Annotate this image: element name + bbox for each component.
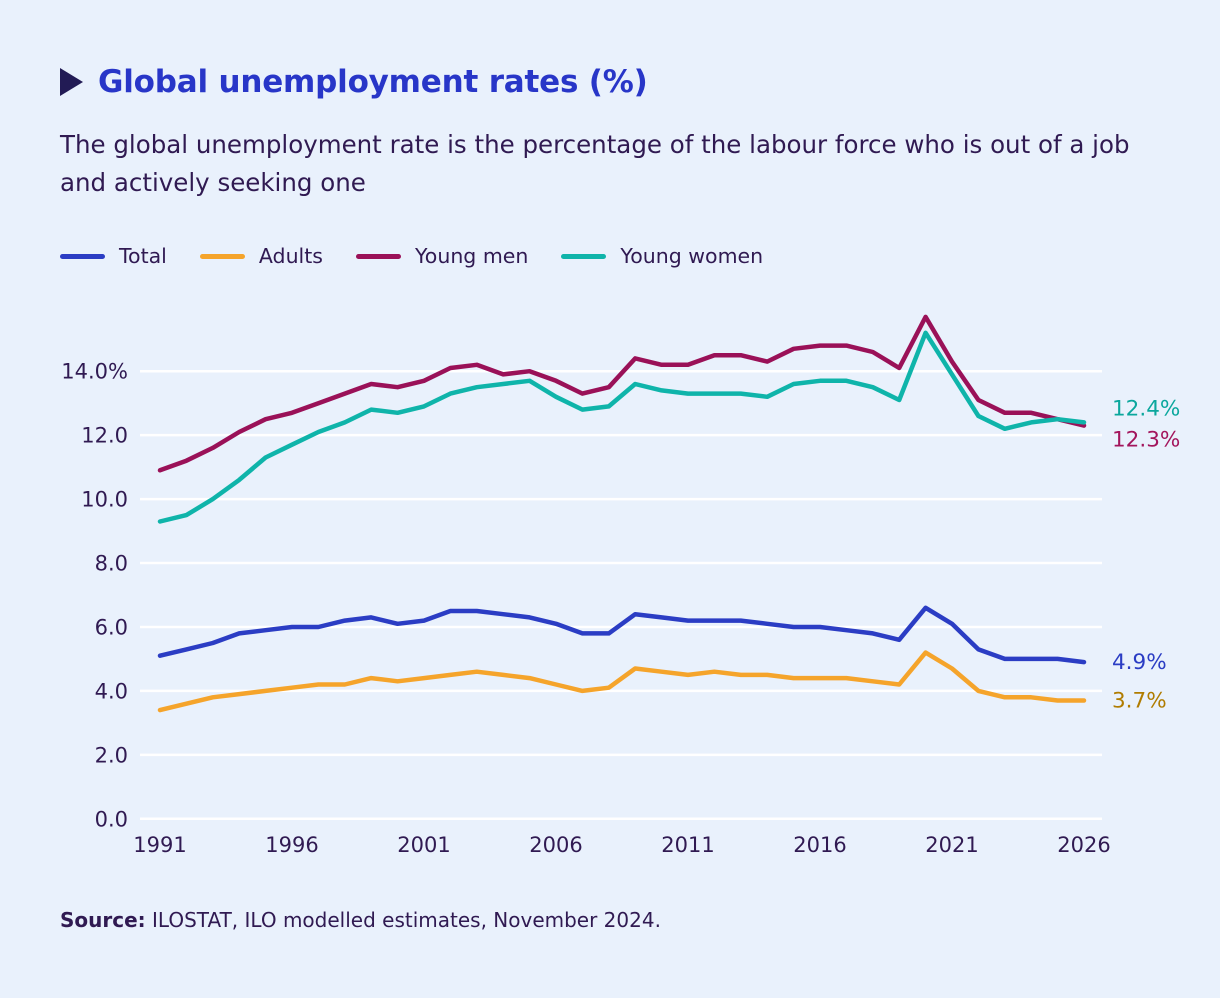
y-axis-tick-label: 8.0 (95, 552, 128, 576)
legend-swatch-icon (355, 253, 401, 259)
series-line-young-women (157, 330, 1087, 524)
legend: Total Adults Young men Young women (60, 244, 763, 268)
x-axis-tick-label: 1996 (265, 833, 318, 857)
y-axis-tick-label: 10.0 (81, 488, 128, 512)
series-end-label-total: 4.9% (1112, 650, 1167, 675)
legend-item-young-men[interactable]: Young men (355, 244, 529, 268)
source-label: Source: (60, 908, 146, 932)
series-end-label-adults: 3.7% (1112, 689, 1167, 714)
legend-swatch-icon (561, 253, 607, 259)
x-axis-tick-label: 2021 (925, 833, 978, 857)
x-axis-tick-label: 1991 (133, 833, 186, 857)
series-end-label-young-men: 12.3% (1112, 427, 1180, 452)
legend-label: Total (119, 244, 167, 268)
y-axis-tick-label: 12.0 (81, 424, 128, 448)
legend-label: Young women (620, 244, 764, 268)
title-arrow-icon (60, 68, 83, 96)
legend-item-total[interactable]: Total (60, 244, 167, 268)
legend-swatch-icon (60, 253, 105, 259)
x-axis-tick-label: 2011 (661, 833, 714, 857)
y-axis-tick-label: 0.0 (95, 807, 128, 831)
chart-header: Global unemployment rates (%) (60, 64, 648, 100)
chart-subtitle: The global unemployment rate is the perc… (60, 130, 1130, 197)
series-line-young-men (157, 314, 1087, 473)
y-axis-tick-label: 14.0% (61, 360, 128, 384)
x-axis-tick-label: 2001 (397, 833, 450, 857)
series-end-label-young-women: 12.4% (1112, 396, 1180, 421)
y-axis-tick-label: 4.0 (95, 679, 128, 703)
legend-label: Young men (414, 244, 529, 268)
y-axis-tick-label: 2.0 (95, 743, 128, 767)
legend-item-young-women[interactable]: Young women (561, 244, 763, 268)
x-axis-tick-label: 2016 (793, 833, 846, 857)
y-axis-tick-label: 6.0 (95, 615, 128, 639)
source-note: Source: ILOSTAT, ILO modelled estimates,… (60, 908, 661, 932)
source-text: ILOSTAT, ILO modelled estimates, Novembe… (152, 908, 661, 932)
legend-swatch-icon (199, 253, 245, 259)
page-title: Global unemployment rates (%) (98, 64, 648, 100)
series-line-adults (157, 650, 1087, 713)
x-axis-tick-label: 2026 (1057, 833, 1110, 857)
series-line-total (157, 605, 1087, 665)
x-axis-tick-label: 2006 (529, 833, 582, 857)
legend-item-adults[interactable]: Adults (199, 244, 323, 268)
legend-label: Adults (258, 244, 323, 268)
